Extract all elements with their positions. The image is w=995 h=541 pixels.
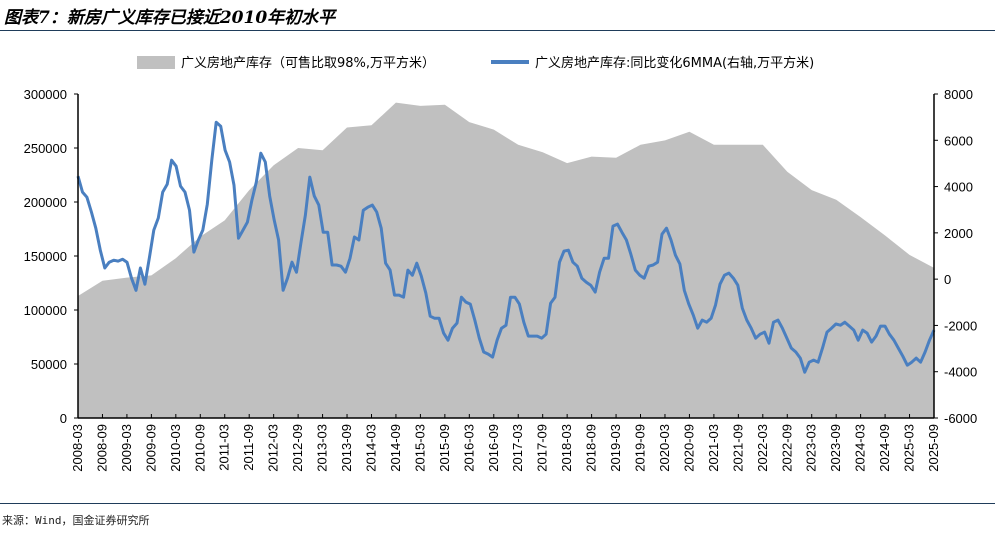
x-tick-label: 2016-09 [486, 424, 501, 472]
right-tick-label: 8000 [944, 87, 973, 102]
left-tick-label: 100000 [24, 303, 67, 318]
x-tick-label: 2019-03 [608, 424, 623, 472]
x-tick-label: 2010-09 [192, 424, 207, 472]
x-tick-label: 2009-03 [119, 424, 134, 472]
x-tick-label: 2024-09 [877, 424, 892, 472]
left-tick-label: 0 [60, 411, 67, 426]
x-tick-label: 2015-09 [437, 424, 452, 472]
right-tick-label: 2000 [944, 226, 973, 241]
x-tick-label: 2023-03 [804, 424, 819, 472]
x-tick-label: 2022-09 [779, 424, 794, 472]
x-tick-label: 2024-03 [853, 424, 868, 472]
source-note: 来源：Wind，国金证券研究所 [2, 514, 150, 527]
x-tick-label: 2014-03 [363, 424, 378, 472]
x-tick-label: 2016-03 [461, 424, 476, 472]
x-tick-label: 2008-03 [70, 424, 85, 472]
legend: 广义房地产库存（可售比取98%,万平方米） 广义房地产库存:同比变化6MMA(右… [137, 55, 814, 71]
legend-label-line: 广义房地产库存:同比变化6MMA(右轴,万平方米) [535, 55, 814, 71]
x-tick-label: 2021-03 [706, 424, 721, 472]
x-tick-label: 2013-03 [315, 424, 330, 472]
x-tick-label: 2020-03 [657, 424, 672, 472]
x-tick-label: 2020-09 [681, 424, 696, 472]
x-tick-label: 2011-09 [241, 424, 256, 471]
x-tick-label: 2012-09 [290, 424, 305, 472]
inventory-area [78, 102, 934, 418]
x-tick-label: 2008-09 [94, 424, 109, 472]
x-tick-label: 2018-09 [584, 424, 599, 472]
legend-label-area: 广义房地产库存（可售比取98%,万平方米） [181, 55, 435, 71]
x-tick-label: 2023-09 [828, 424, 843, 472]
x-tick-label: 2010-03 [168, 424, 183, 472]
source-rule [0, 503, 995, 504]
left-tick-label: 200000 [24, 195, 67, 210]
x-tick-label: 2019-09 [633, 424, 648, 472]
chart: 广义房地产库存（可售比取98%,万平方米） 广义房地产库存:同比变化6MMA(右… [24, 55, 978, 472]
x-tick-label: 2015-03 [412, 424, 427, 472]
title-rule [0, 30, 995, 31]
right-tick-label: -2000 [944, 318, 977, 333]
x-tick-label: 2017-09 [535, 424, 550, 472]
x-tick-label: 2018-03 [559, 424, 574, 472]
x-tick-label: 2009-09 [143, 424, 158, 472]
right-tick-label: 0 [944, 272, 951, 287]
right-tick-label: -4000 [944, 365, 977, 380]
x-tick-label: 2011-03 [217, 424, 232, 471]
left-tick-label: 250000 [24, 141, 67, 156]
x-tick-label: 2012-03 [266, 424, 281, 472]
right-tick-label: -6000 [944, 411, 977, 426]
x-tick-label: 2022-03 [755, 424, 770, 472]
left-tick-label: 50000 [31, 357, 67, 372]
x-tick-label: 2017-03 [510, 424, 525, 472]
x-tick-label: 2021-09 [730, 424, 745, 472]
figure-title: 图表7：新房广义库存已接近2010年初水平 [4, 8, 336, 28]
legend-swatch-area [137, 56, 175, 69]
right-tick-label: 6000 [944, 133, 973, 148]
x-tick-label: 2013-09 [339, 424, 354, 472]
right-tick-label: 4000 [944, 180, 973, 195]
x-tick-label: 2025-09 [926, 424, 941, 472]
x-tick-label: 2014-09 [388, 424, 403, 472]
left-tick-label: 150000 [24, 249, 67, 264]
x-tick-label: 2025-03 [902, 424, 917, 472]
left-tick-label: 300000 [24, 87, 67, 102]
yoy-change-line [76, 120, 936, 374]
